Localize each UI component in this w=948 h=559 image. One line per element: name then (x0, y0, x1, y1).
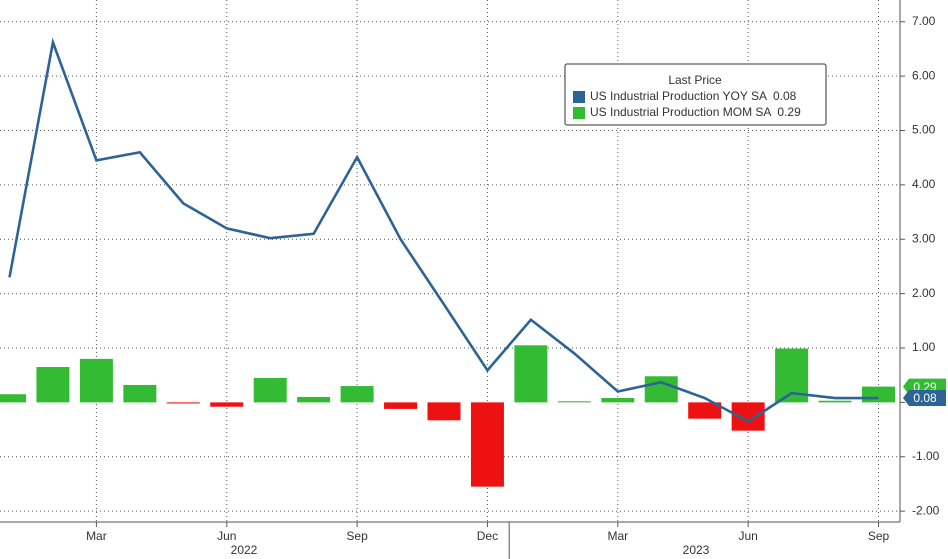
y-tick-label: 1.00 (912, 340, 936, 354)
bar (427, 402, 461, 421)
y-tick-label: -1.00 (912, 449, 940, 463)
last-value-tag (903, 390, 946, 407)
x-tick-label: Mar (607, 529, 628, 543)
legend-value: 0.29 (777, 105, 801, 119)
bar (210, 402, 244, 407)
legend-label: US Industrial Production MOM SA 0.29 (590, 105, 801, 119)
legend: Last Price US Industrial Production YOY S… (564, 63, 827, 126)
bar (470, 402, 504, 487)
bar (644, 376, 678, 403)
bar (340, 386, 374, 403)
legend-title: Last Price (668, 73, 722, 87)
legend-label: US Industrial Production YOY SA 0.08 (590, 89, 797, 103)
bar (601, 398, 635, 403)
bar (0, 394, 26, 403)
y-tick-label: 4.00 (912, 177, 936, 191)
y-tick-label: 7.00 (912, 14, 936, 28)
last-value-label: 0.08 (913, 391, 937, 405)
x-tick-label: Mar (86, 529, 107, 543)
bar (297, 396, 331, 403)
legend-name: US Industrial Production YOY SA (590, 89, 767, 103)
year-label: 2023 (683, 543, 710, 557)
y-tick-label: -2.00 (912, 503, 940, 517)
x-tick-label: Dec (477, 529, 498, 543)
x-tick-label: Sep (346, 529, 368, 543)
bar (818, 400, 852, 403)
bar (384, 402, 418, 409)
legend-value: 0.08 (773, 89, 797, 103)
legend-box (564, 63, 827, 126)
y-tick-label: 3.00 (912, 231, 936, 245)
bar (79, 358, 113, 403)
x-tick-label: Jun (217, 529, 236, 543)
bar (36, 367, 70, 403)
bar (688, 402, 722, 419)
bar (514, 345, 548, 403)
line (8, 37, 879, 423)
x-tick-label: Jun (738, 529, 757, 543)
bar (166, 402, 200, 404)
bar (862, 386, 895, 403)
bar (557, 401, 591, 403)
y-tick-label: 2.00 (912, 286, 936, 300)
legend-swatch (573, 107, 585, 119)
x-tick-label: Sep (868, 529, 890, 543)
legend-swatch (573, 91, 585, 103)
y-tick-label: 5.00 (912, 123, 936, 137)
year-label: 2022 (231, 543, 258, 557)
legend-name: US Industrial Production MOM SA (590, 105, 771, 119)
bar (253, 377, 287, 403)
bar (123, 384, 157, 403)
y-tick-label: 6.00 (912, 68, 936, 82)
